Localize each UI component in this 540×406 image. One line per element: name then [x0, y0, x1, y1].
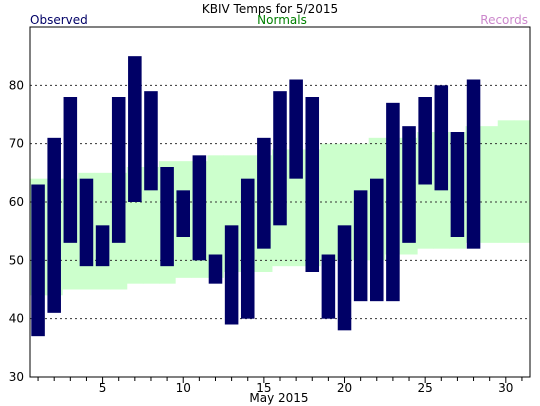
observed-bar-day-24: [402, 126, 416, 243]
observed-bar-day-18: [305, 97, 320, 272]
observed-bar-day-4: [79, 178, 94, 267]
observed-bar-day-21: [353, 190, 368, 302]
x-tick-label-5: 5: [99, 381, 107, 395]
normal-range-day-29: [481, 126, 499, 243]
x-tick-label-10: 10: [176, 381, 191, 395]
observed-bar-day-17: [289, 79, 303, 179]
observed-bar-day-1: [31, 184, 45, 337]
observed-bar-day-11: [192, 155, 207, 261]
observed-bar-day-8: [144, 91, 158, 191]
observed-bar-day-28: [466, 79, 481, 249]
x-tick-label-30: 30: [498, 381, 513, 395]
observed-bar-day-19: [321, 254, 336, 319]
legend-records: Records: [480, 13, 528, 27]
legend-observed: Observed: [30, 13, 88, 27]
observed-bar-day-15: [257, 137, 271, 249]
x-axis: 5 10 15 20 25 30: [37, 377, 523, 395]
y-tick-label-30: 30: [9, 370, 24, 384]
y-tick-label-80: 80: [9, 78, 24, 92]
x-tick-label-20: 20: [337, 381, 352, 395]
y-tick-label-40: 40: [9, 312, 24, 326]
x-tick-label-15: 15: [256, 381, 271, 395]
observed-bar-day-12: [208, 254, 223, 284]
observed-bar-day-20: [337, 225, 352, 331]
y-axis: 30 40 50 60 70 80: [9, 78, 24, 384]
observed-bar-day-27: [450, 132, 465, 237]
observed-bar-day-10: [176, 190, 190, 237]
observed-bar-day-16: [273, 91, 287, 226]
observed-bar-day-14: [240, 178, 255, 319]
legend-normals: Normals: [257, 13, 307, 27]
observed-bar-day-9: [160, 167, 174, 267]
x-tick-label-25: 25: [418, 381, 433, 395]
normal-range-day-31: [513, 120, 531, 243]
y-tick-label-50: 50: [9, 253, 24, 267]
chart-title: KBIV Temps for 5/2015: [202, 2, 338, 16]
observed-bar-day-2: [47, 137, 61, 313]
observed-bar-day-13: [224, 225, 239, 325]
x-axis-label: May 2015: [249, 391, 308, 405]
observed-bar-day-25: [418, 97, 432, 185]
observed-bar-day-23: [386, 102, 400, 302]
observed-bar-day-3: [63, 97, 78, 243]
y-tick-label-70: 70: [9, 137, 24, 151]
observed-bar-day-6: [111, 97, 126, 243]
observed-bar-day-26: [434, 85, 449, 191]
normal-range-day-8: [142, 167, 160, 284]
normal-range-day-12: [207, 155, 225, 278]
observed-bars: [31, 56, 481, 337]
normal-range-day-30: [497, 120, 515, 243]
normal-range-day-19: [320, 143, 337, 261]
observed-bar-day-7: [128, 56, 142, 202]
y-tick-label-60: 60: [9, 195, 24, 209]
observed-bar-day-22: [370, 178, 384, 302]
observed-bar-day-5: [95, 225, 110, 267]
